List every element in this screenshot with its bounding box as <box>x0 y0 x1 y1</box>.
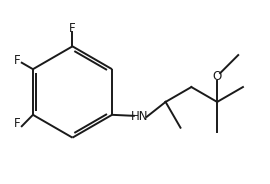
Text: F: F <box>14 54 21 67</box>
Text: O: O <box>212 70 222 83</box>
Text: F: F <box>69 22 76 35</box>
Text: HN: HN <box>131 110 148 123</box>
Text: F: F <box>14 117 21 130</box>
